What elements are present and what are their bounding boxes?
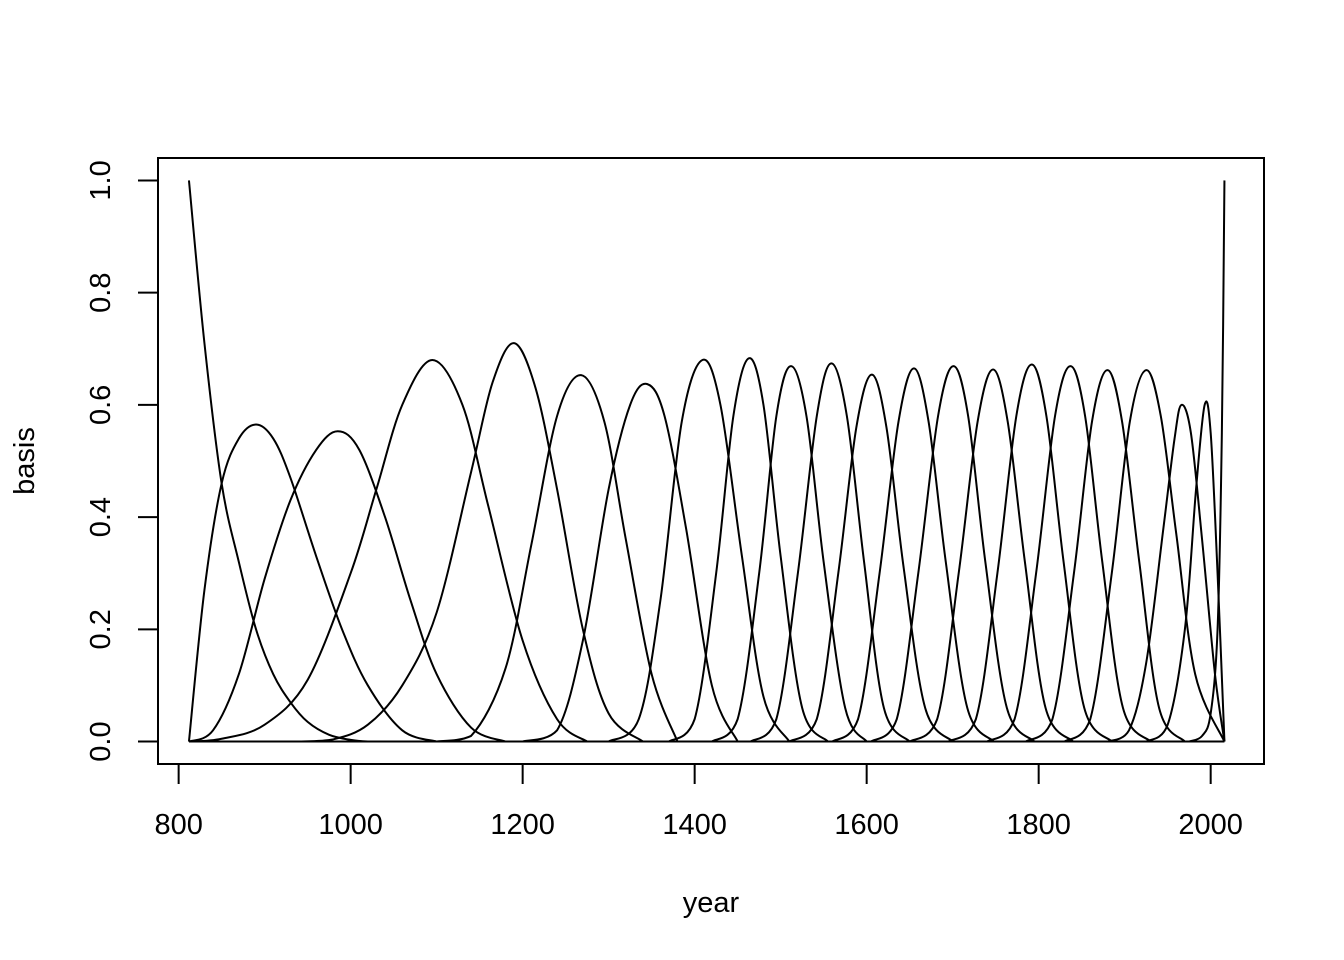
- basis-curve-11: [749, 362, 911, 743]
- basis-curve-19: [1063, 369, 1226, 743]
- basis-curve-8: [608, 358, 791, 743]
- basis-curve-17: [986, 365, 1152, 743]
- basis-curve-22: [1188, 180, 1226, 743]
- y-axis: 0.0 0.2 0.4 0.6 0.8 1.0: [85, 160, 159, 762]
- basis-curve-1: [187, 180, 386, 743]
- x-tick-label: 1200: [490, 809, 555, 841]
- basis-curve-14: [870, 365, 1036, 743]
- basis-curve-2: [187, 423, 437, 743]
- y-axis-title: basis: [9, 427, 41, 495]
- basis-curve-6: [436, 374, 679, 743]
- x-axis-title: year: [683, 887, 740, 919]
- basis-curve-20: [1107, 403, 1226, 743]
- basis-curve-5: [298, 342, 644, 743]
- basis-curve-21: [1145, 400, 1226, 743]
- basis-curve-13: [831, 367, 995, 743]
- basis-curve-7: [522, 382, 739, 743]
- basis-curve-4: [188, 359, 588, 743]
- basis-curve-3: [188, 430, 506, 743]
- x-tick-label: 1800: [1006, 809, 1071, 841]
- x-tick-label: 1600: [834, 809, 899, 841]
- x-tick-label: 1000: [318, 809, 383, 841]
- basis-curve-18: [1025, 369, 1186, 743]
- basis-curve-9: [668, 357, 829, 743]
- basis-curve-10: [711, 365, 868, 743]
- y-tick-label: 1.0: [85, 160, 117, 200]
- x-tick-label: 800: [154, 809, 202, 841]
- basis-curve-16: [947, 363, 1113, 743]
- y-tick-label: 0.4: [85, 497, 117, 537]
- series-layer: [187, 180, 1226, 743]
- y-tick-label: 0.2: [85, 609, 117, 649]
- y-tick-label: 0.6: [85, 385, 117, 425]
- basis-curve-12: [788, 373, 954, 743]
- y-tick-label: 0.8: [85, 273, 117, 313]
- x-tick-label: 2000: [1178, 809, 1243, 841]
- x-tick-label: 1400: [662, 809, 727, 841]
- x-axis: 800 1000 1200 1400 1600 1800 2000: [154, 763, 1243, 841]
- y-tick-label: 0.0: [85, 721, 117, 761]
- basis-curve-15: [909, 368, 1074, 743]
